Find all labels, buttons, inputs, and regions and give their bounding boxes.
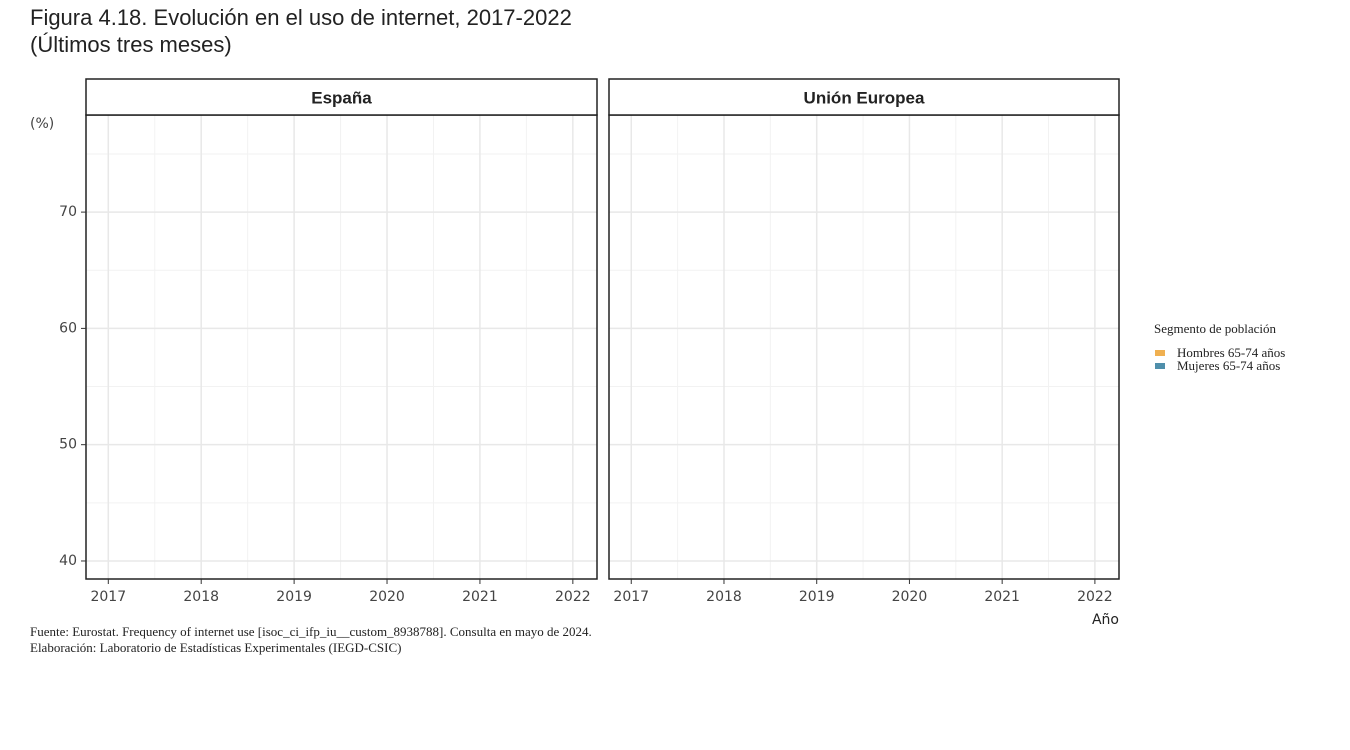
x-tick-label: 2018: [706, 589, 742, 605]
panel-border: [608, 114, 1120, 580]
chart-subtitle: (Últimos tres meses): [30, 32, 232, 57]
legend-label: Mujeres 65-74 años: [1177, 358, 1280, 373]
x-tick-label: 2021: [984, 589, 1020, 605]
x-tick-label: 2017: [613, 589, 649, 605]
x-tick-label: 2022: [555, 589, 591, 605]
facet-title: España: [311, 88, 372, 107]
panel-border: [85, 114, 598, 580]
x-tick-label: 2021: [462, 589, 498, 605]
source-note: Fuente: Eurostat. Frequency of internet …: [30, 624, 592, 639]
x-tick-label: 2022: [1077, 589, 1113, 605]
x-tick-label: 2019: [276, 589, 312, 605]
chart-title: Figura 4.18. Evolución en el uso de inte…: [30, 5, 572, 30]
legend-label: Hombres 65-74 años: [1177, 345, 1285, 360]
x-axis-label: Año: [1092, 612, 1119, 628]
legend-swatch: [1155, 363, 1165, 369]
legend-title: Segmento de población: [1154, 321, 1277, 336]
x-tick-label: 2018: [183, 589, 219, 605]
y-tick-label: 60: [59, 320, 77, 336]
x-tick-label: 2019: [799, 589, 835, 605]
y-axis-label: (%): [30, 116, 54, 132]
x-tick-label: 2020: [892, 589, 928, 605]
x-tick-label: 2017: [90, 589, 126, 605]
source-note: Elaboración: Laboratorio de Estadísticas…: [30, 640, 401, 655]
legend-swatch: [1155, 350, 1165, 356]
facet-title: Unión Europea: [804, 88, 925, 107]
x-tick-label: 2020: [369, 589, 405, 605]
facet-strip: [85, 78, 598, 116]
y-tick-label: 40: [59, 553, 77, 569]
y-tick-label: 70: [59, 204, 77, 220]
facet-strip: [608, 78, 1120, 116]
y-tick-label: 50: [59, 437, 77, 453]
